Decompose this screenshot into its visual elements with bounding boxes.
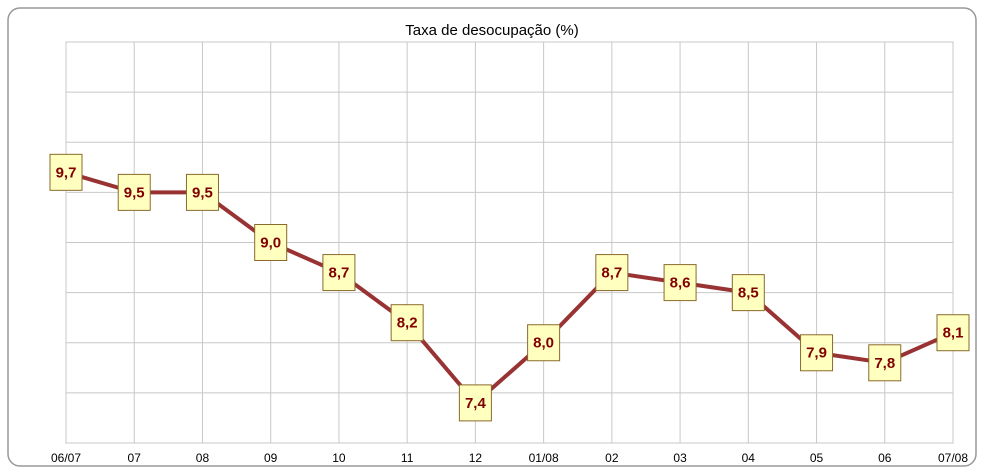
data-label: 8,6 [670,275,691,292]
data-label-box [663,264,697,302]
data-label-box [254,224,288,261]
x-tick-label: 07/08 [938,451,968,465]
data-label-box [185,173,219,211]
data-label: 8,7 [601,265,622,282]
x-tick-label: 06 [878,451,892,465]
x-tick-label: 06/07 [51,451,81,465]
data-label-box [117,173,151,211]
x-tick-label: 08 [196,451,210,465]
data-label-box [936,314,970,352]
data-label: 9,7 [56,164,77,181]
data-label: 7,9 [806,345,827,362]
data-label-box [731,274,765,312]
data-label-box [868,344,902,382]
data-label-box [322,254,356,292]
x-tick-label: 11 [401,451,414,465]
x-tick-label: 02 [605,451,619,465]
x-tick-label: 04 [742,451,756,465]
x-tick-label: 12 [469,451,483,465]
data-label-box [800,334,834,372]
data-label-box [527,324,561,362]
x-tick-label: 09 [264,451,278,465]
x-tick-label: 07 [128,451,142,465]
data-label: 8,7 [328,265,349,282]
data-label: 7,8 [874,355,895,372]
x-tick-label: 03 [673,451,687,465]
data-label: 9,0 [260,234,281,251]
x-tick-label: 05 [810,451,824,465]
chart-title: Taxa de desocupação (%) [405,22,578,39]
data-label-box [49,153,83,191]
data-label-box [390,304,424,342]
data-label-box [458,384,492,422]
data-label: 7,4 [465,395,487,412]
data-label: 8,5 [738,285,759,302]
data-label: 9,5 [124,184,145,201]
x-tick-label: 01/08 [529,451,559,465]
x-tick-label: 10 [332,451,346,465]
data-label: 8,0 [533,335,554,352]
data-label: 8,2 [397,315,418,332]
data-label: 9,5 [192,184,213,201]
data-label-box [595,254,629,292]
data-label: 8,1 [943,325,964,342]
